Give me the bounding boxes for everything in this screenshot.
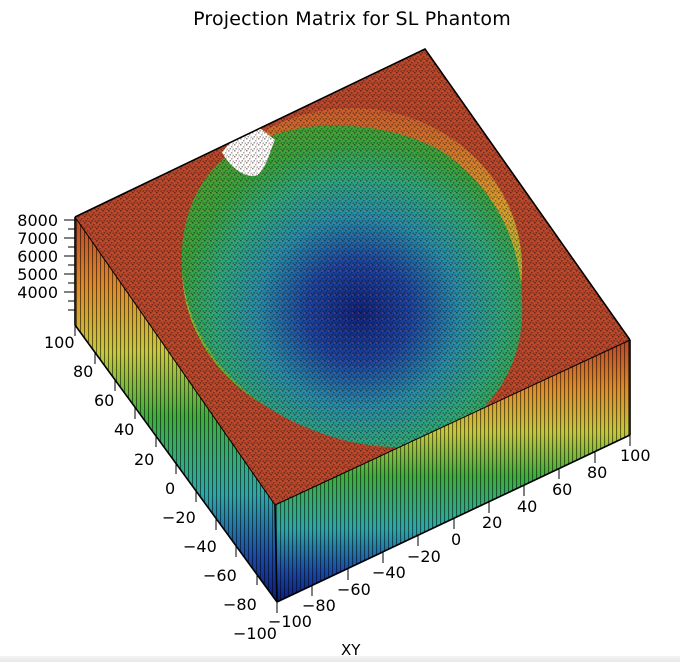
x-tick-label: −40 xyxy=(372,563,406,582)
y-tick-label: −80 xyxy=(223,595,257,614)
y-tick-label: 40 xyxy=(114,420,135,439)
y-tick-label: −20 xyxy=(162,508,196,527)
y-tick-label: 80 xyxy=(73,362,94,381)
y-tick-label: −100 xyxy=(233,624,277,643)
x-tick-label: 100 xyxy=(620,446,651,465)
z-axis xyxy=(64,218,76,325)
x-axis xyxy=(276,434,631,613)
x-tick-label: −80 xyxy=(302,596,336,615)
x-tick-label: 80 xyxy=(587,463,608,482)
z-tick-label: 4000 xyxy=(17,283,58,302)
x-tick-label: −60 xyxy=(337,580,371,599)
x-axis-label: XY xyxy=(341,641,361,659)
y-tick-label: 100 xyxy=(44,333,75,352)
chart-title: Projection Matrix for SL Phantom xyxy=(193,8,511,30)
x-tick-label: 60 xyxy=(552,480,573,499)
y-tick-label: 20 xyxy=(134,450,155,469)
top-surface xyxy=(75,49,630,505)
z-tick-label: 5000 xyxy=(17,265,58,284)
z-tick-label: 8000 xyxy=(17,211,58,230)
y-tick-label: 60 xyxy=(94,391,115,410)
y-tick-label: −60 xyxy=(203,566,237,585)
y-tick-label: 0 xyxy=(165,479,176,498)
x-tick-label: 20 xyxy=(482,513,503,532)
window-bottom-edge xyxy=(0,656,680,662)
x-tick-label: 0 xyxy=(451,530,462,549)
x-tick-label: 40 xyxy=(517,497,538,516)
left-side-face xyxy=(75,217,277,602)
y-tick-label: −40 xyxy=(183,537,217,556)
x-tick-label: −20 xyxy=(407,547,441,566)
z-tick-label: 6000 xyxy=(17,247,58,266)
z-tick-label: 7000 xyxy=(17,229,58,248)
right-side-face xyxy=(275,340,630,602)
x-tick-label: −100 xyxy=(268,612,312,631)
